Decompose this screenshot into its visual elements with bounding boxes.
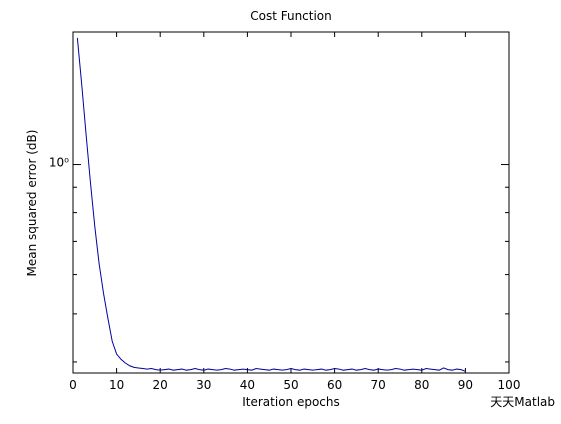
chart-title: Cost Function xyxy=(250,9,332,23)
x-tick-label: 100 xyxy=(498,378,521,392)
y-axis-label: Mean squared error (dB) xyxy=(25,130,39,277)
plot-area xyxy=(72,31,510,374)
x-tick-label: 10 xyxy=(109,378,124,392)
x-tick-label: 0 xyxy=(69,378,77,392)
x-tick-label: 70 xyxy=(371,378,386,392)
x-tick-label: 80 xyxy=(414,378,429,392)
x-tick-label: 30 xyxy=(196,378,211,392)
x-tick-label: 20 xyxy=(153,378,168,392)
x-tick-label: 60 xyxy=(327,378,342,392)
x-tick-label: 40 xyxy=(240,378,255,392)
x-axis-label: Iteration epochs xyxy=(242,395,340,409)
x-tick-label: 50 xyxy=(283,378,298,392)
watermark: 天天Matlab xyxy=(490,395,555,409)
x-tick-label: 90 xyxy=(458,378,473,392)
data-line xyxy=(76,37,466,372)
y-tick-label: 10⁰ xyxy=(49,156,69,170)
